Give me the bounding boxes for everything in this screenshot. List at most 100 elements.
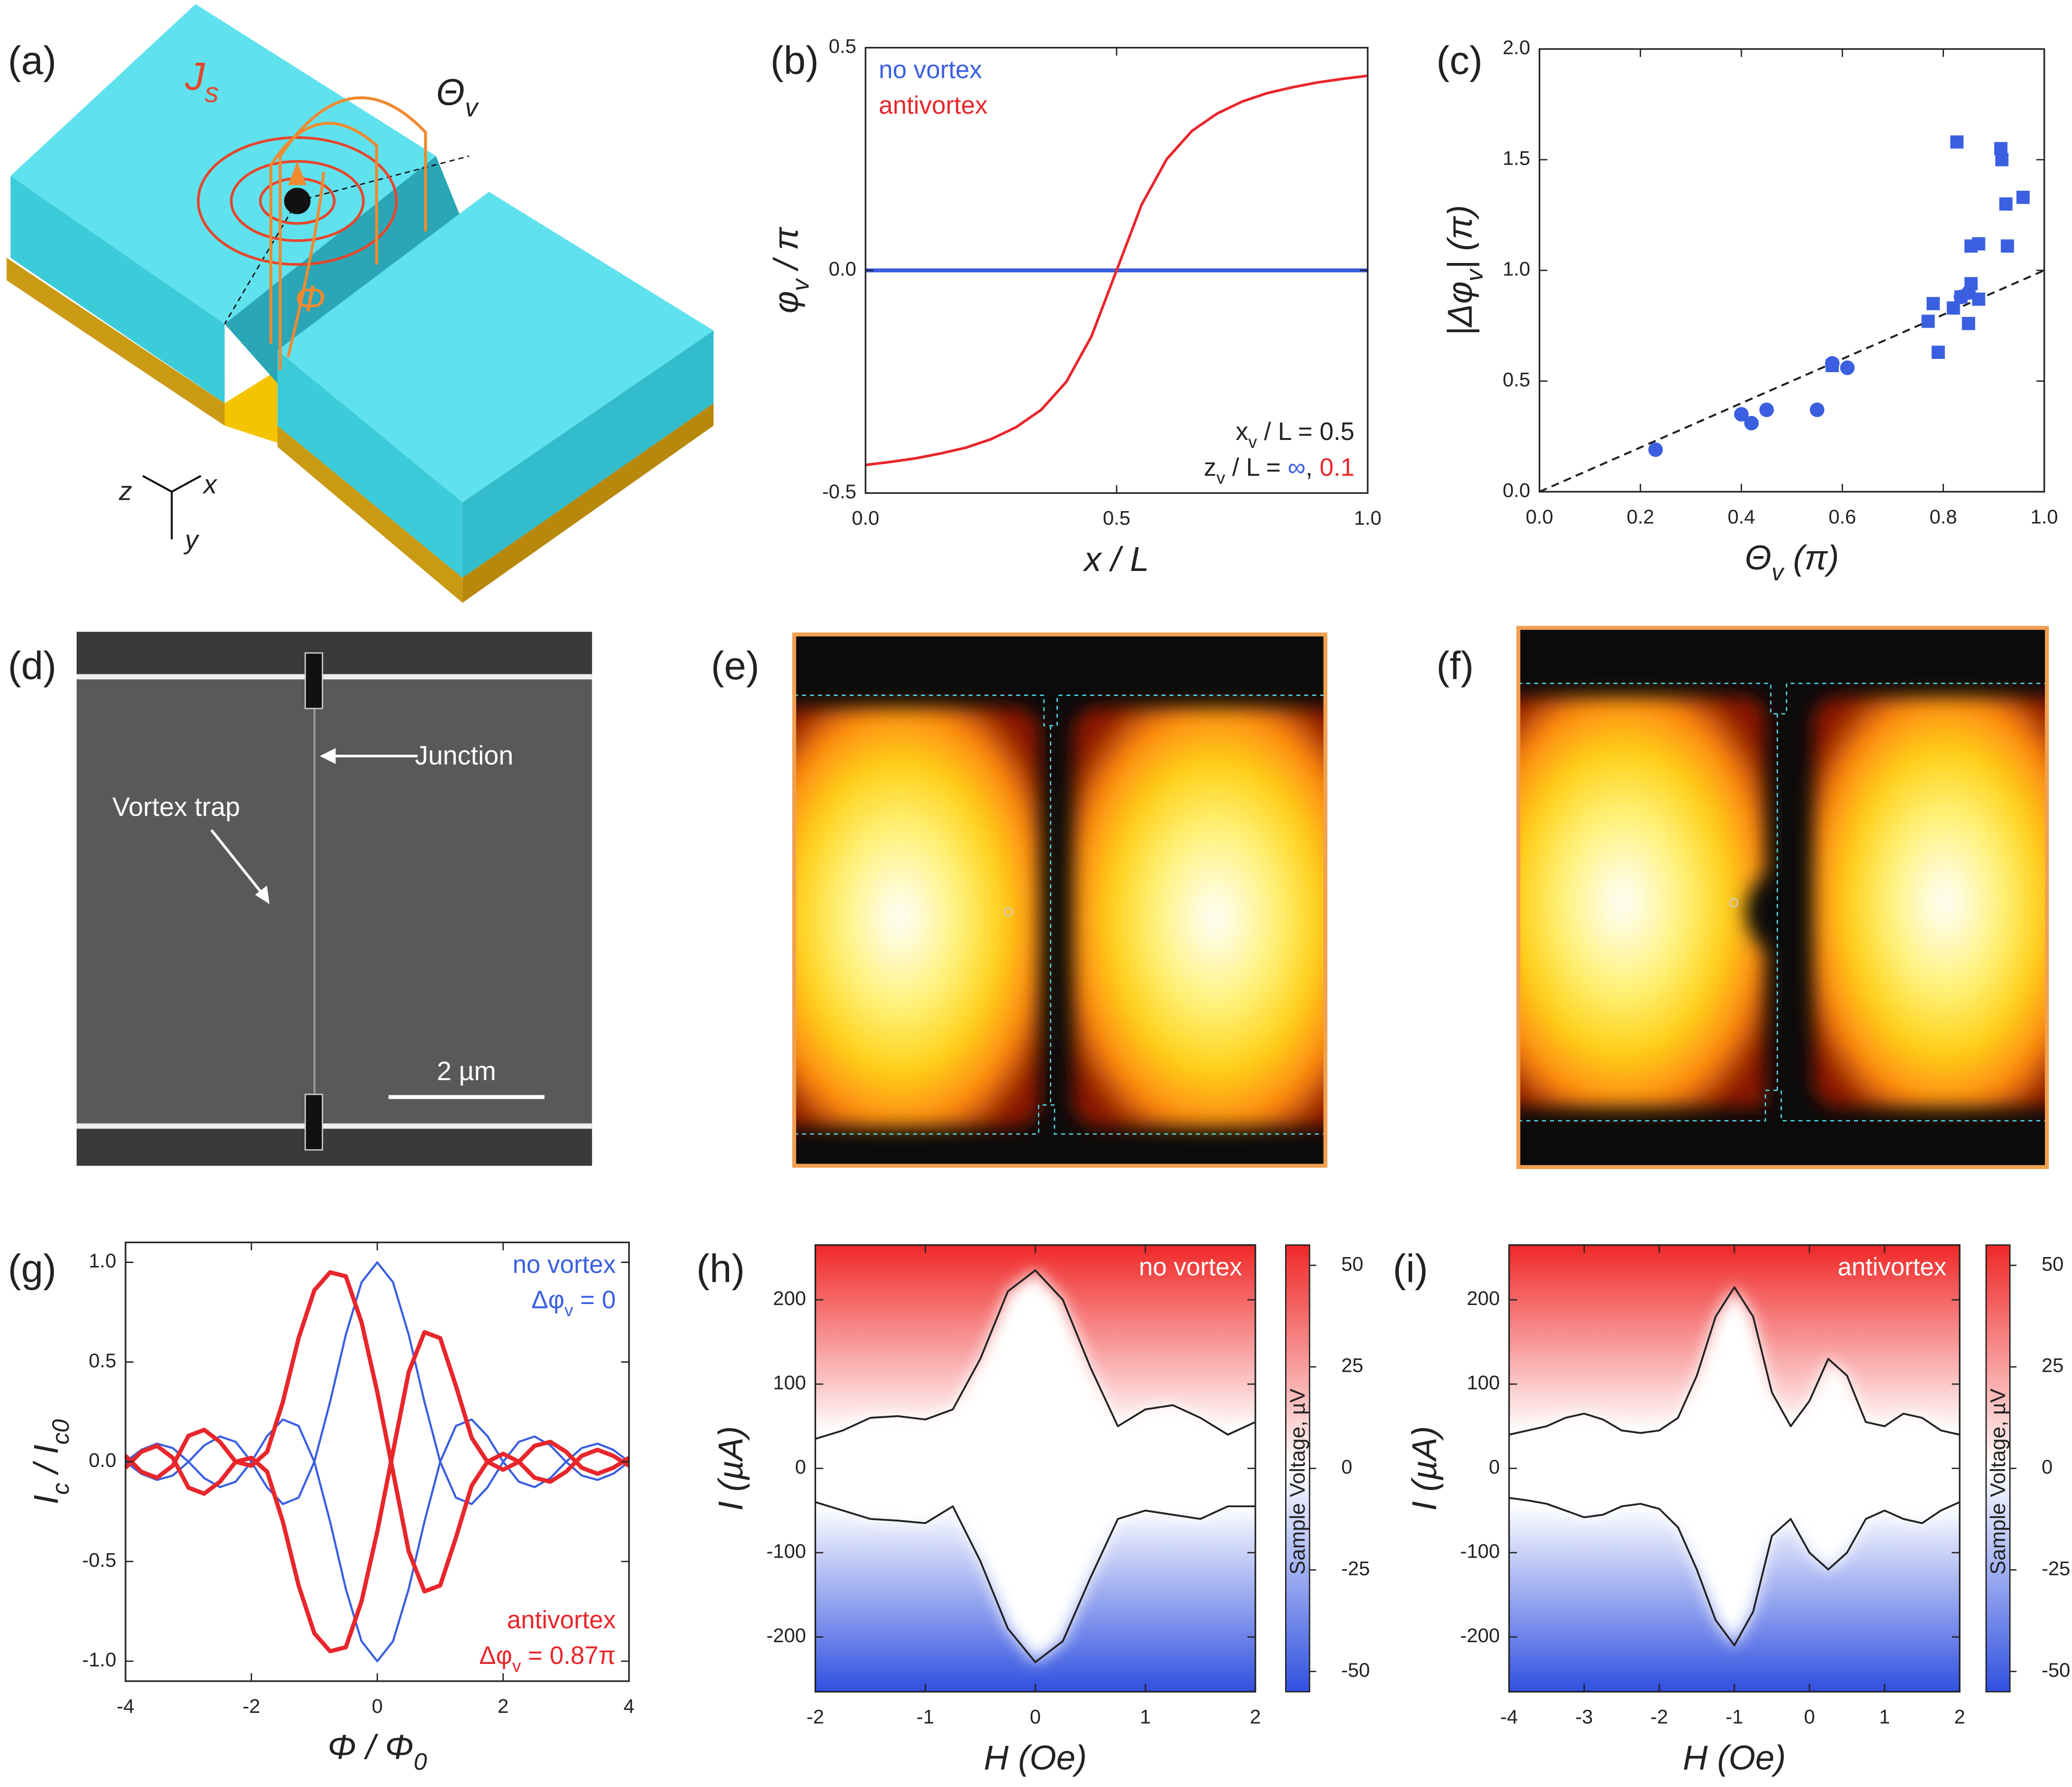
flux-label: Φ [295,278,326,319]
x-tick-label: 0.0 [852,508,879,529]
panel-label: (e) [711,643,759,688]
annotation: antivortex [1838,1253,1946,1281]
x-tick-label: 1.0 [1354,508,1381,529]
x-axis-label: Φ / Φ0 [328,1728,427,1775]
text-part: / L = [1225,453,1288,481]
colorbar-tick-label: -25 [2042,1558,2071,1579]
left-block-side [224,156,470,384]
y-tick-label: 0.0 [89,1450,117,1472]
text-part: z [1204,453,1216,481]
x-tick-label: -2 [1650,1706,1668,1728]
micrograph: Junction Vortex trap 2 µm [77,632,592,1166]
legend-entry: antivortex [507,1606,616,1634]
colorbar-tick-label: 0 [2042,1456,2053,1478]
colorbar-tick-label: 0 [1341,1456,1352,1478]
chart-panel: 0.0 0.5 1.0-0.50.00.5x / Lφv / πno vortexa… [767,36,1381,578]
point [1999,197,2013,211]
substrate [6,258,225,426]
text-part: 0 [414,1748,427,1775]
x-tick-label: 0.6 [1828,506,1856,528]
text-part: v [564,1301,573,1320]
point [1744,416,1759,431]
y-tick-label: 100 [773,1372,806,1394]
y-tick-label: 0.0 [829,259,857,280]
colorbar-label: Sample Voltage, µV [1986,1388,2010,1574]
junction-label: Junction [415,741,513,770]
colorbar-tick-label: 50 [1341,1253,1364,1275]
data-line [124,1330,630,1654]
x-tick-label: -4 [1500,1706,1518,1728]
angle-label: Θv [436,71,479,122]
zero-voltage-region [815,1270,1255,1662]
text-part: Δφ [479,1641,512,1669]
current-label: Js [184,54,218,108]
data-line [865,74,1368,467]
point [1932,346,1945,359]
chart-panel: -50 -25 0 25 50 Sample Voltage, µV -2 -1 0 1 2 -200… [711,1244,1370,1777]
point [1972,237,1986,251]
point [1964,277,1978,291]
text-part: , [1305,453,1319,481]
panel-label: (d) [8,643,56,688]
x-axis-label: x / L [1082,540,1149,578]
y-tick-label: 0.5 [829,36,857,57]
x-tick-label: -2 [807,1706,824,1728]
colorbar-tick-label: -50 [2042,1659,2071,1681]
point [1926,297,1940,310]
text-part: v [1461,268,1488,281]
x-tick-label: 1.0 [2030,506,2058,528]
x-tick-label: 2 [1250,1706,1261,1728]
chart-panel: 0.0 0.2 0.4 0.6 0.8 1.0 0.0 0.5 1.0 1.5 2.0 Θv (π) |… [1441,37,2058,586]
panel-label: (c) [1436,38,1483,83]
junction-gap [224,370,278,443]
y-axis-label: φv / π [767,226,814,313]
y-tick-label: 1.5 [1503,148,1530,170]
point [1962,317,1976,330]
y-tick-label: 0.5 [89,1350,117,1372]
colorbar-tick-label: -25 [1341,1558,1370,1579]
text-part: / L = 0.5 [1257,418,1354,446]
scale-bar-label: 2 µm [437,1057,496,1086]
x-tick-label: -1 [1726,1706,1743,1728]
legend-entry: no vortex [513,1250,616,1278]
x-tick-label: 0.5 [1103,508,1130,529]
y-tick-label: -100 [767,1541,806,1563]
x-tick-label: -2 [243,1696,260,1717]
coordinate-axes [142,475,202,540]
point [2016,190,2030,204]
x-tick-label: 0 [1030,1706,1041,1728]
y-tick-label: 1.0 [1503,259,1530,280]
junction-diagram: Js Θv Φ z x y [6,4,714,603]
panel-labels: (a) (b) (c) (d) (e) (f) (g) (h) (i) [8,38,1483,1291]
point [1840,360,1855,375]
panel-label: (g) [8,1246,56,1290]
y-tick-label: 200 [1467,1288,1500,1309]
annotation: no vortex [1139,1253,1242,1281]
text-part: 0.1 [1320,453,1355,481]
data-line [815,1269,1256,1440]
zero-voltage-layer [815,1270,1255,1662]
annotation: xv / L = 0.5 [1236,418,1354,452]
reference-line [1539,269,2045,493]
data-line [815,1501,1255,1663]
point [1972,292,1986,306]
text-part: v [1248,433,1257,452]
axis-label: z [119,477,132,506]
right-block-side [462,330,714,578]
point [1734,407,1749,422]
point [2000,239,2014,253]
left-block-top [10,4,436,324]
text-part: |Δφ [1441,281,1480,336]
x-tick-label: 2 [498,1696,509,1717]
text-part: Θ [436,71,465,113]
colorbar-tick-label: -50 [1341,1659,1370,1681]
colorbar-tick-label: 25 [2042,1355,2064,1377]
text-part: v [787,278,814,291]
text-part: v [1771,559,1785,586]
vortex-arrow [288,161,307,185]
point [1921,314,1935,328]
y-tick-label: -200 [767,1625,806,1647]
data-line [1509,1497,1960,1647]
